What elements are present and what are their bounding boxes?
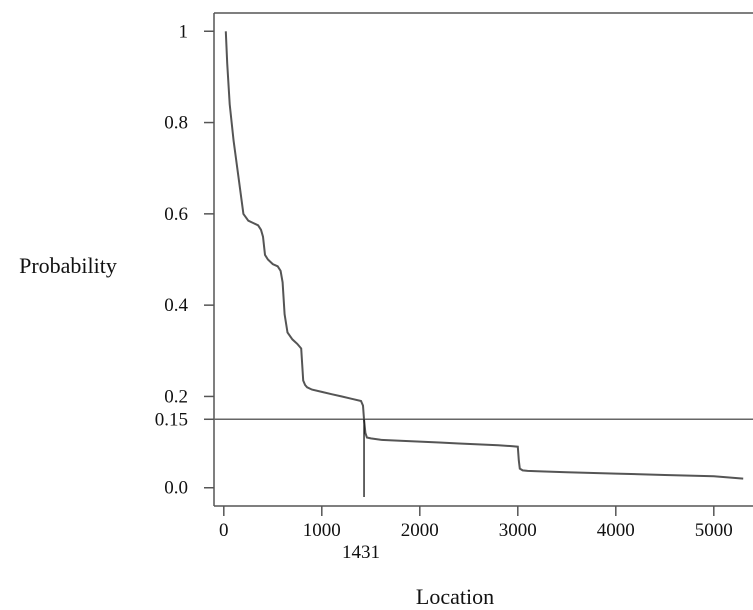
x-axis-title: Location bbox=[416, 584, 494, 609]
y-tick-label: 1 bbox=[179, 21, 189, 42]
y-tick-label: 0.4 bbox=[164, 295, 188, 316]
plot-frame bbox=[213, 12, 753, 507]
x-tick-label: 1000 bbox=[303, 520, 341, 541]
x-tick-label: 2000 bbox=[401, 520, 439, 541]
y-tick-label: 0.2 bbox=[164, 386, 188, 407]
x-axis-ticks: 0 1000 2000 3000 4000 5000 bbox=[219, 506, 733, 541]
x-tick-label: 3000 bbox=[499, 520, 537, 541]
y-tick-label: 0.0 bbox=[164, 478, 188, 499]
y-tick-label: 0.8 bbox=[164, 113, 188, 134]
y-axis-title: Probability bbox=[19, 253, 117, 278]
y-tick-label: 0.15 bbox=[155, 409, 188, 430]
x-tick-label: 4000 bbox=[597, 520, 635, 541]
y-axis-ticks: 0.0 0.150.2 0.4 0.6 0.8 1 bbox=[155, 21, 214, 499]
x-tick-label: 0 bbox=[219, 520, 229, 541]
y-tick-label: 0.6 bbox=[164, 204, 188, 225]
marker-label: 1431 bbox=[342, 542, 380, 563]
probability-series-line bbox=[224, 31, 744, 480]
x-tick-label: 5000 bbox=[695, 520, 733, 541]
